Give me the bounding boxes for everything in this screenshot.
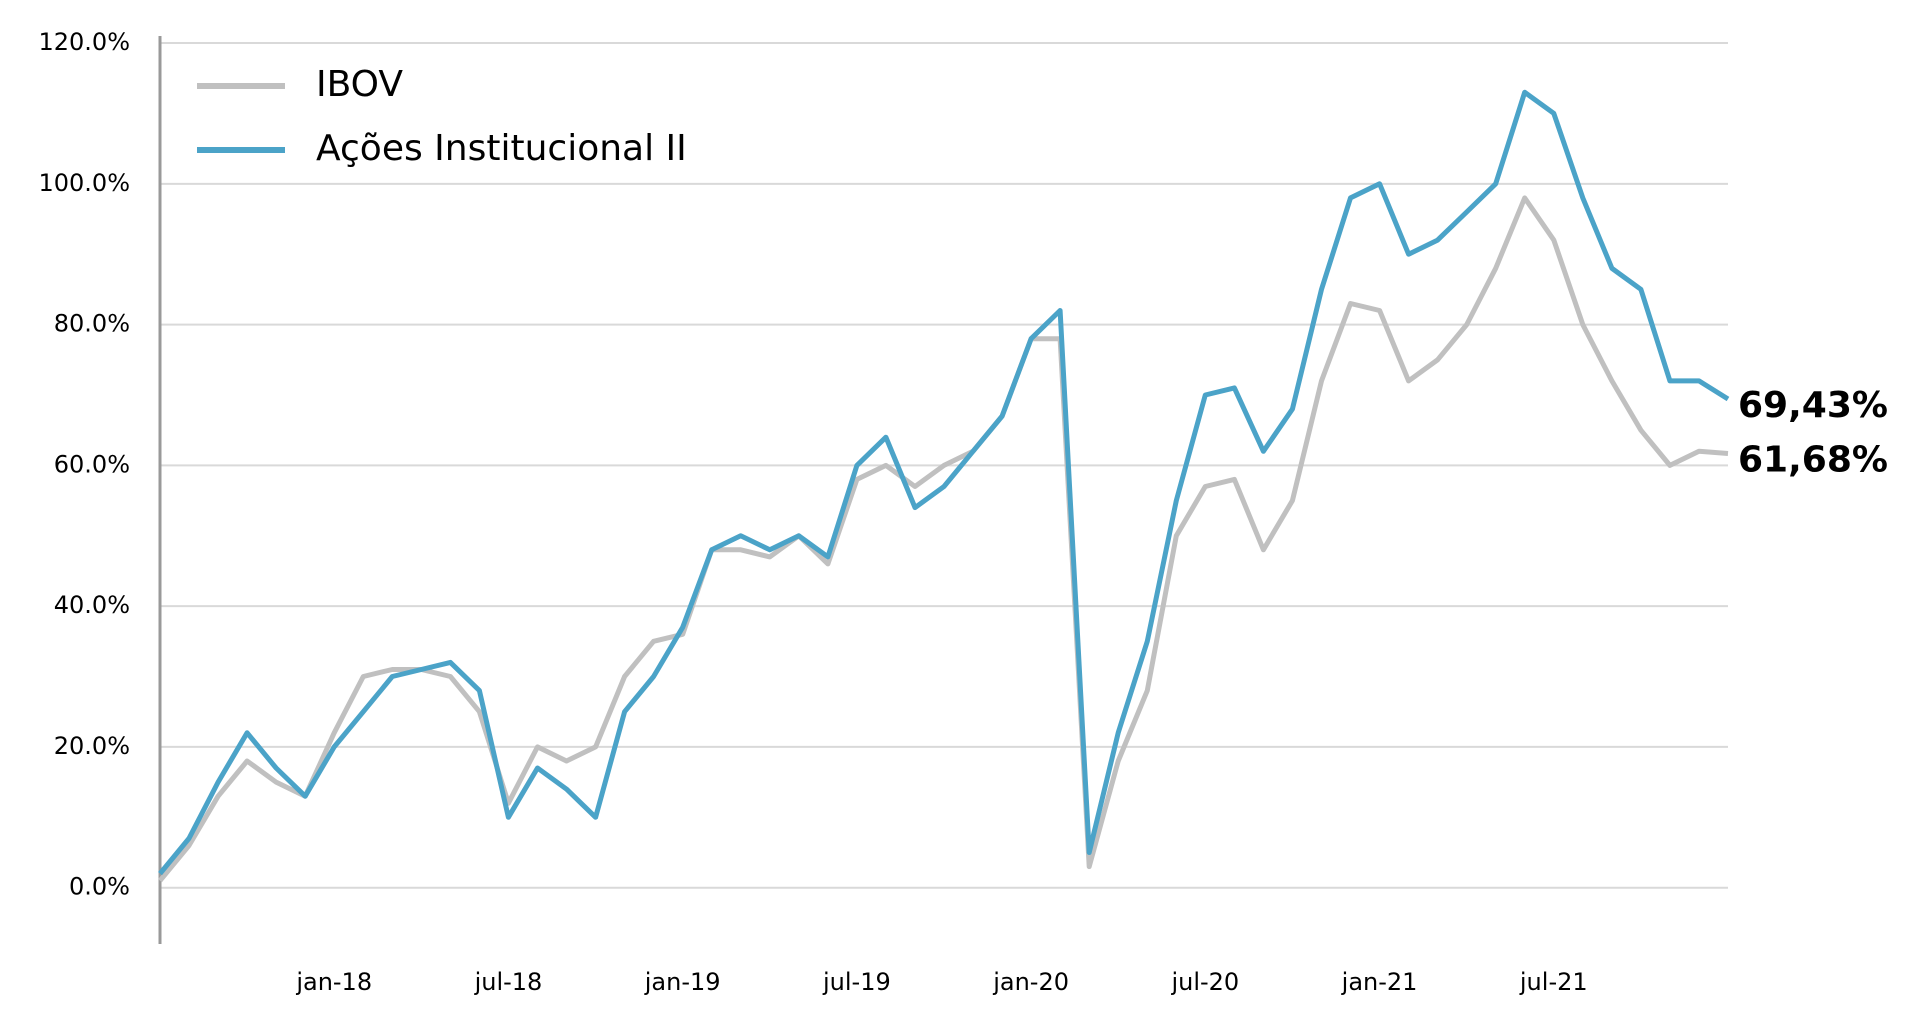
end-value-label: 61,68% [1738, 440, 1888, 481]
legend-label: Ações Institucional II [316, 128, 687, 169]
y-tick-label: 20.0% [54, 732, 130, 760]
x-tick-label: jan-21 [1341, 968, 1418, 996]
x-tick-label: jul-18 [474, 968, 543, 996]
y-tick-label: 0.0% [69, 873, 130, 901]
x-tick-label: jan-20 [992, 968, 1069, 996]
x-tick-label: jan-18 [295, 968, 372, 996]
y-tick-label: 40.0% [54, 591, 130, 619]
x-tick-label: jul-20 [1170, 968, 1239, 996]
series-line [158, 89, 1730, 876]
y-tick-label: 100.0% [38, 169, 130, 197]
x-tick-label: jul-19 [822, 968, 891, 996]
legend-label: IBOV [316, 64, 403, 105]
y-tick-label: 60.0% [54, 450, 130, 478]
series-line [158, 195, 1729, 883]
x-tick-label: jul-21 [1519, 968, 1588, 996]
y-tick-label: 120.0% [38, 28, 130, 56]
x-tick-label: jan-19 [644, 968, 721, 996]
y-tick-label: 80.0% [54, 310, 130, 338]
end-value-label: 69,43% [1738, 385, 1888, 426]
